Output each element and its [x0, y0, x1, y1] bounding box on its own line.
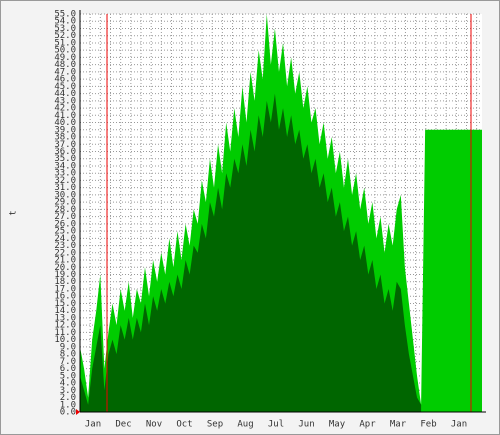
y-tick-label: 6.0 — [60, 364, 76, 374]
y-tick-label: 54.0 — [54, 17, 76, 27]
y-tick-label: 15.0 — [54, 299, 76, 309]
y-tick-label: 51.0 — [54, 38, 76, 48]
y-tick-label: 0.0 — [60, 408, 76, 418]
y-tick-label: 38.0 — [54, 133, 76, 143]
y-tick-label: 23.0 — [54, 241, 76, 251]
y-tick-label: 4.0 — [60, 379, 76, 389]
y-tick-label: 55.0 — [54, 10, 76, 20]
y-tick-label: 13.0 — [54, 313, 76, 323]
y-tick-label: 10.0 — [54, 335, 76, 345]
x-tick-label: Sep — [207, 420, 223, 430]
y-tick-label: 41.0 — [54, 111, 76, 121]
y-tick-label: 37.0 — [54, 140, 76, 150]
labels: 0.01.02.03.04.05.06.07.08.09.010.011.012… — [54, 10, 467, 430]
x-tick-label: Aug — [237, 420, 253, 430]
y-tick-label: 35.0 — [54, 154, 76, 164]
y-tick-label: 29.0 — [54, 198, 76, 208]
x-tick-label: Jan — [451, 420, 467, 430]
y-tick-label: 28.0 — [54, 205, 76, 215]
y-tick-label: 19.0 — [54, 270, 76, 280]
y-tick-label: 44.0 — [54, 89, 76, 99]
y-tick-label: 1.0 — [60, 400, 76, 410]
y-tick-label: 2.0 — [60, 393, 76, 403]
y-tick-label: 25.0 — [54, 227, 76, 237]
y-tick-label: 18.0 — [54, 277, 76, 287]
y-tick-label: 7.0 — [60, 357, 76, 367]
y-tick-label: 11.0 — [54, 328, 76, 338]
y-tick-label: 26.0 — [54, 219, 76, 229]
y-tick-label: 30.0 — [54, 190, 76, 200]
y-tick-label: 17.0 — [54, 284, 76, 294]
y-tick-label: 12.0 — [54, 321, 76, 331]
x-tick-label: Apr — [359, 420, 376, 430]
x-tick-label: Jan — [85, 420, 101, 430]
y-tick-label: 9.0 — [60, 342, 76, 352]
y-tick-label: 8.0 — [60, 350, 76, 360]
x-tick-label: Feb — [420, 420, 436, 430]
y-tick-label: 27.0 — [54, 212, 76, 222]
y-axis-label: t — [9, 210, 19, 215]
y-tick-label: 20.0 — [54, 263, 76, 273]
x-tick-label: Mar — [390, 420, 407, 430]
x-tick-label: Dec — [115, 420, 131, 430]
x-tick-label: Oct — [176, 420, 192, 430]
y-tick-label: 49.0 — [54, 53, 76, 63]
y-tick-label: 33.0 — [54, 169, 76, 179]
y-tick-label: 32.0 — [54, 176, 76, 186]
y-tick-label: 50.0 — [54, 46, 76, 56]
y-tick-label: 31.0 — [54, 183, 76, 193]
y-tick-label: 39.0 — [54, 125, 76, 135]
x-tick-label: Jun — [298, 420, 314, 430]
y-tick-label: 52.0 — [54, 31, 76, 41]
y-tick-label: 43.0 — [54, 96, 76, 106]
y-tick-label: 48.0 — [54, 60, 76, 70]
y-tick-label: 53.0 — [54, 24, 76, 34]
y-tick-label: 21.0 — [54, 256, 76, 266]
x-tick-label: May — [329, 420, 346, 430]
x-tick-label: Nov — [146, 420, 162, 430]
marks — [80, 14, 482, 412]
y-tick-label: 14.0 — [54, 306, 76, 316]
y-tick-label: 42.0 — [54, 104, 76, 114]
y-tick-label: 24.0 — [54, 234, 76, 244]
y-tick-label: 46.0 — [54, 75, 76, 85]
y-tick-label: 45.0 — [54, 82, 76, 92]
origin-marker — [76, 409, 80, 415]
area — [80, 93, 422, 412]
y-tick-label: 16.0 — [54, 292, 76, 302]
y-tick-label: 40.0 — [54, 118, 76, 128]
y-tick-label: 22.0 — [54, 248, 76, 258]
y-tick-label: 5.0 — [60, 371, 76, 381]
y-tick-label: 36.0 — [54, 147, 76, 157]
y-tick-label: 47.0 — [54, 67, 76, 77]
x-tick-label: Jul — [268, 420, 284, 430]
y-tick-label: 3.0 — [60, 386, 76, 396]
y-tick-label: 34.0 — [54, 161, 76, 171]
